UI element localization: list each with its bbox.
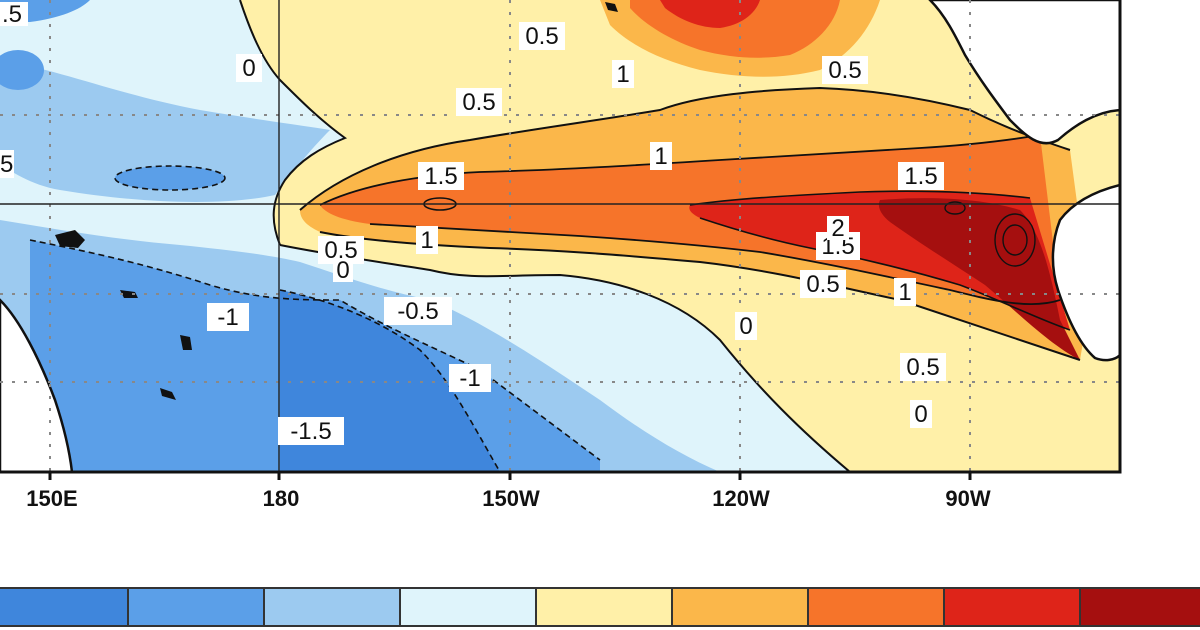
colorbar-swatch — [672, 588, 808, 626]
contour-label: 2 — [831, 215, 844, 242]
colorbar-swatch — [400, 588, 536, 626]
contour-label: 0 — [336, 257, 349, 284]
lon-label-90w: 90W — [945, 486, 990, 511]
colorbar-swatch — [264, 588, 400, 626]
colorbar-swatch — [0, 588, 128, 626]
contour-label: .5 — [2, 1, 22, 28]
longitude-axis: 150E 180 150W 120W 90W — [26, 472, 991, 511]
contour-label: 0 — [914, 401, 927, 428]
lon-label-120w: 120W — [712, 486, 770, 511]
contour-label: 5 — [0, 151, 13, 178]
colorbar-swatch — [1080, 588, 1200, 626]
contour-label: 0.5 — [828, 57, 861, 84]
contour-label: -1 — [459, 365, 480, 392]
contour-label: 0.5 — [462, 89, 495, 116]
contour-label: -1.5 — [290, 418, 331, 445]
contour-label: 0.5 — [806, 271, 839, 298]
contour-label: -0.5 — [397, 298, 438, 325]
lon-label-150w: 150W — [482, 486, 540, 511]
colorbar-swatch — [808, 588, 944, 626]
contour-label: 1 — [420, 227, 433, 254]
contour-label: 1 — [616, 61, 629, 88]
contour-label: -1 — [217, 304, 238, 331]
lon-label-150e: 150E — [26, 486, 77, 511]
contour-label: 0.5 — [906, 354, 939, 381]
contour-label: 1.5 — [424, 163, 457, 190]
contour-label: 0.5 — [525, 23, 558, 50]
colorbar-swatch — [128, 588, 264, 626]
colorbar-swatch — [944, 588, 1080, 626]
contour-label: 1 — [654, 143, 667, 170]
colorbar — [0, 588, 1200, 626]
map-plot-area: 0.5 0 0.5 1 0.5 1.5 1 1.5 1 1.5 2 0.5 1 … — [0, 0, 1120, 472]
contour-label: 1 — [898, 279, 911, 306]
lon-label-180: 180 — [263, 486, 300, 511]
contour-label: 1.5 — [904, 163, 937, 190]
contour-label: 0 — [739, 313, 752, 340]
contour-label: 0 — [242, 55, 255, 82]
colorbar-swatch — [536, 588, 672, 626]
